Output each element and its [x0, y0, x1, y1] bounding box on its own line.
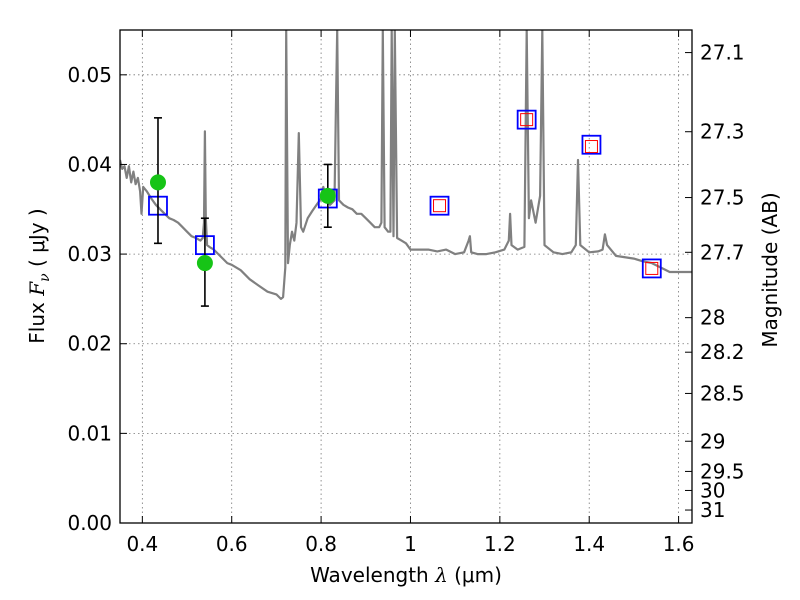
- model-square-red: [520, 113, 534, 127]
- x-tick-label: 1.4: [573, 532, 605, 556]
- y2-tick-label: 27.7: [700, 240, 745, 264]
- x-axis-label: Wavelength λ (μm): [310, 563, 502, 587]
- y2-tick-label: 29.5: [700, 459, 745, 483]
- y-tick-label: 0.00: [67, 511, 112, 535]
- spectrum-line: [120, 30, 692, 300]
- y2-tick-label: 27.3: [700, 120, 745, 144]
- model-square-red: [433, 199, 447, 213]
- y-tick-label: 0.03: [67, 242, 112, 266]
- plot-frame: [119, 29, 693, 524]
- model-square-blue: [516, 109, 537, 130]
- observed-point: [149, 174, 166, 191]
- y-axis-label: Flux Fν ( μJy ): [25, 208, 53, 343]
- y2-tick-label: 30: [700, 478, 725, 502]
- y-tick-label: 0.02: [67, 332, 112, 356]
- y-tick-label: 0.01: [67, 421, 112, 445]
- y2-tick-label: 28.2: [700, 340, 745, 364]
- model-square-blue: [581, 134, 602, 155]
- observed-point: [319, 187, 336, 204]
- model-square-red: [645, 261, 659, 275]
- x-tick-label: 0.4: [126, 532, 158, 556]
- x-tick-label: 1.2: [484, 532, 516, 556]
- y2-axis-label: Magnitude (AB): [758, 192, 782, 347]
- x-tick-label: 0.6: [216, 532, 248, 556]
- y-tick-label: 0.04: [67, 152, 112, 176]
- y2-tick-label: 29: [700, 429, 725, 453]
- model-square-blue: [641, 258, 662, 279]
- y2-tick-label: 27.1: [700, 41, 745, 65]
- y2-tick-label: 31: [700, 498, 725, 522]
- x-tick-label: 1: [404, 532, 417, 556]
- x-tick-label: 1.6: [663, 532, 695, 556]
- y2-tick-label: 28.5: [700, 381, 745, 405]
- y-tick-label: 0.05: [67, 63, 112, 87]
- observed-point: [196, 255, 213, 272]
- y2-tick-label: 27.5: [700, 186, 745, 210]
- x-tick-label: 0.8: [305, 532, 337, 556]
- plot-area: [120, 30, 692, 307]
- axis-ticks: 0.4 0.6 0.8 1 1.2 1.4 1.6 0.00 0.01 0.02 0.03 0.04 0…: [67, 30, 745, 556]
- model-square-red: [584, 140, 598, 154]
- y2-tick-label: 28: [700, 306, 725, 330]
- model-square-blue: [429, 195, 450, 216]
